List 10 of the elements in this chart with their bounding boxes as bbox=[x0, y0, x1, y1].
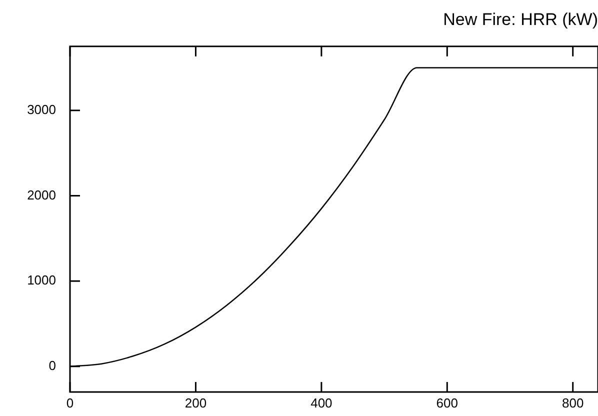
x-tick-label: 400 bbox=[310, 395, 332, 410]
x-tick-label: 600 bbox=[436, 395, 458, 410]
y-tick-label: 1000 bbox=[27, 272, 56, 288]
y-tick-label: 3000 bbox=[27, 102, 56, 117]
y-tick-label: 2000 bbox=[27, 187, 56, 202]
x-tick-label: 800 bbox=[562, 395, 584, 410]
y-tick-label: 0 bbox=[48, 358, 56, 373]
x-tick-label: 0 bbox=[66, 395, 74, 410]
chart-title: New Fire: HRR (kW) bbox=[443, 10, 598, 29]
x-tick-label: 200 bbox=[184, 395, 207, 410]
